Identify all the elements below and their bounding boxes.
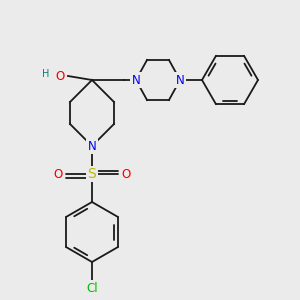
Text: N: N bbox=[132, 74, 140, 86]
Text: O: O bbox=[122, 167, 130, 181]
Text: O: O bbox=[53, 167, 63, 181]
Text: S: S bbox=[88, 167, 96, 181]
Text: O: O bbox=[56, 70, 64, 83]
Text: N: N bbox=[176, 74, 184, 86]
Text: N: N bbox=[88, 140, 96, 152]
Text: Cl: Cl bbox=[86, 281, 98, 295]
Text: H: H bbox=[42, 69, 50, 79]
